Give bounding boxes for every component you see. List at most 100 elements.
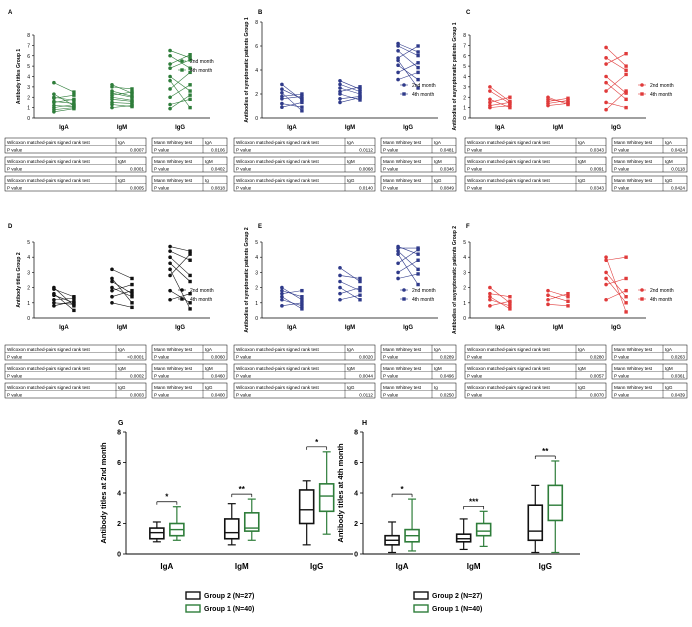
panel-d-point-2nd-month <box>110 276 114 281</box>
panel-e-mannwhitney-pvalue-label: P value <box>383 393 399 398</box>
panel-c-mannwhitney-title: Mann Whitney test <box>614 159 653 164</box>
panel-a-pair-line <box>111 92 133 98</box>
panel-c-point-4th-month <box>508 105 512 110</box>
panel-a-pair-line <box>111 86 133 90</box>
panel-d-point-4th-month <box>72 302 76 307</box>
panel-b-wilcoxon-pvalue: 0.0112 <box>359 148 373 153</box>
panel-d-pair-line <box>169 256 191 276</box>
panel-a-point-2nd-month <box>52 105 56 110</box>
panel-e-pair-line <box>339 275 361 279</box>
panel-d-wilcoxon-pvalue: 0.0003 <box>130 393 144 398</box>
panel-b-point-4th-month <box>416 77 420 82</box>
panel-e-y-tick-label: 2 <box>255 286 258 292</box>
panel-e-y-tick-label: 4 <box>255 255 258 261</box>
panel-e-point-4th-month <box>358 293 362 297</box>
panel-g-letter: G <box>118 420 124 427</box>
panel-f-point-2nd-month <box>488 294 492 299</box>
panel-e-point-4th-month <box>358 279 362 284</box>
panel-e-mannwhitney-class: IgM <box>434 366 442 371</box>
panel-b-mannwhitney-class: IgG <box>434 178 442 183</box>
panel-b-mannwhitney-pvalue: 0.0849 <box>440 186 454 191</box>
panel-h-legend-group1: Group 1 (N=40) <box>432 606 482 613</box>
panel-c-point-4th-month <box>624 91 628 95</box>
panel-c-wilcoxon-pvalue: 0.0343 <box>590 186 604 191</box>
panel-b-y-tick-label: 4 <box>255 68 258 74</box>
panel-b-point-4th-month <box>416 61 420 65</box>
panel-f-point-4th-month <box>508 299 512 303</box>
panel-b-wilcoxon-pvalue-label: P value <box>236 167 252 172</box>
panel-f-legend-4th-month: 4th month <box>650 297 672 303</box>
panel-d-point-4th-month <box>188 273 192 278</box>
panel-e-point-2nd-month <box>280 285 284 290</box>
panel-a-pair-line <box>169 59 191 69</box>
panel-f-pair-line <box>547 290 569 298</box>
panel-c-point-4th-month <box>566 98 570 103</box>
panel-c-point-2nd-month <box>604 45 608 50</box>
panel-d-wilcoxon-pvalue-label: P value <box>7 355 23 360</box>
panel-d-wilcoxon-class: IgA <box>118 347 126 352</box>
panel-c-legend-4th-month: 4th month <box>650 92 672 98</box>
panel-d-point-2nd-month <box>110 301 114 305</box>
panel-e-pair-line <box>339 267 361 282</box>
panel-b-pair-line <box>397 62 419 73</box>
panel-f-point-4th-month <box>624 276 628 281</box>
panel-e-wilcoxon-pvalue-label: P value <box>236 374 252 379</box>
panel-e-y-tick-label: 5 <box>255 240 258 246</box>
panel-e-mannwhitney-class: IgA <box>434 347 442 352</box>
panel-e-mannwhitney-pvalue: 0.0496 <box>440 374 454 379</box>
panel-b-point-2nd-month <box>338 86 342 90</box>
panel-h-legend-swatch-group2 <box>413 591 429 600</box>
panel-g-box <box>243 512 260 532</box>
panel-b-point-4th-month <box>300 100 304 105</box>
panel-b-wilcoxon-pvalue: 0.0068 <box>359 167 373 172</box>
panel-g-sig-label: * <box>315 438 319 447</box>
panel-f-mannwhitney-pvalue-label: P value <box>614 374 630 379</box>
panel-c-pair-line <box>605 74 627 92</box>
panel-a-y-tick-label: 8 <box>27 33 30 39</box>
panel-d-mannwhitney-title: Mann Whitney test <box>154 347 193 352</box>
panel-e-pair-line <box>281 296 303 310</box>
panel-e-pair-line <box>281 290 302 294</box>
panel-e-wilcoxon-pvalue-label: P value <box>236 393 252 398</box>
panel-e-point-4th-month <box>358 298 362 302</box>
panel-a-point-2nd-month <box>110 102 114 107</box>
panel-f-point-4th-month <box>508 307 512 311</box>
panel-e-wilcoxon-class: IgG <box>347 385 355 390</box>
panel-e-mannwhitney-class: Ig <box>434 385 438 390</box>
panel-b-wilcoxon-title: Wilcoxon matched-pairs signed rank test <box>236 140 319 145</box>
panel-d-point-4th-month <box>130 295 134 299</box>
panel-a-wilcoxon-pvalue-label: P value <box>7 167 23 172</box>
panel-e-point-2nd-month <box>338 279 342 284</box>
panel-a-wilcoxon-title: Wilcoxon matched-pairs signed rank test <box>7 159 90 164</box>
panel-d-y-tick-label: 3 <box>27 270 30 276</box>
panel-c-pair-line <box>489 96 510 103</box>
panel-h-x-tick-label: IgA <box>396 562 409 571</box>
panel-c-point-2nd-month <box>604 89 608 93</box>
panel-f-pair-line <box>605 290 627 301</box>
panel-b-point-4th-month <box>416 65 420 70</box>
panel-e-x-tick-label: IgM <box>345 325 355 331</box>
panel-d-legend-marker-2nd <box>180 288 184 292</box>
panel-c-y-tick-label: 2 <box>463 95 466 101</box>
panel-a-point-4th-month <box>72 90 76 94</box>
panel-d-pair-line <box>53 297 74 301</box>
panel-a-pair-line <box>169 76 191 92</box>
panel-d-pair-line <box>111 278 133 303</box>
panel-d-y-tick-label: 2 <box>27 286 30 292</box>
panel-f-x-tick-label: IgA <box>495 325 505 331</box>
panel-b-wilcoxon-pvalue: 0.0140 <box>359 186 373 191</box>
panel-b-point-4th-month <box>358 89 362 94</box>
panel-c-pair-line <box>605 47 627 67</box>
panel-a-point-2nd-month <box>168 74 172 79</box>
panel-e-pair-line <box>339 287 361 294</box>
panel-d-mannwhitney-title: Mann Whitney test <box>154 366 193 371</box>
panel-f-point-4th-month <box>624 310 628 314</box>
panel-c-point-2nd-month <box>488 100 492 105</box>
panel-h-box <box>527 504 544 542</box>
panel-b-wilcoxon-class: IgG <box>347 178 355 183</box>
panel-d-mannwhitney-pvalue-label: P value <box>154 393 170 398</box>
panel-b-pair-line <box>281 102 302 108</box>
panel-c-mannwhitney-class: IgA <box>665 140 673 145</box>
panel-b-x-tick-label: IgM <box>345 125 355 131</box>
panel-a-pair-line <box>111 96 133 101</box>
